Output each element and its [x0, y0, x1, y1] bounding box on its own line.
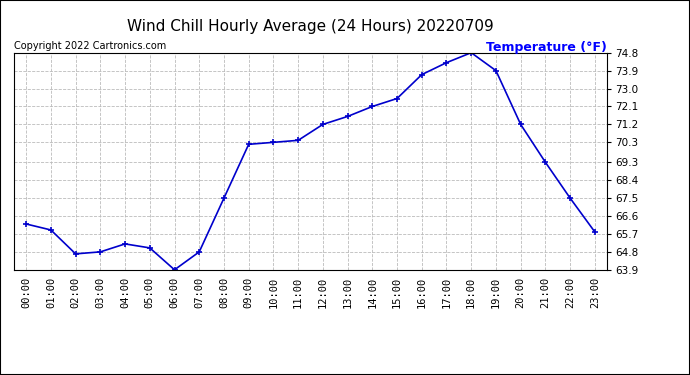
Text: Copyright 2022 Cartronics.com: Copyright 2022 Cartronics.com: [14, 41, 166, 51]
Text: Temperature (°F): Temperature (°F): [486, 41, 607, 54]
Text: Wind Chill Hourly Average (24 Hours) 20220709: Wind Chill Hourly Average (24 Hours) 202…: [127, 19, 494, 34]
